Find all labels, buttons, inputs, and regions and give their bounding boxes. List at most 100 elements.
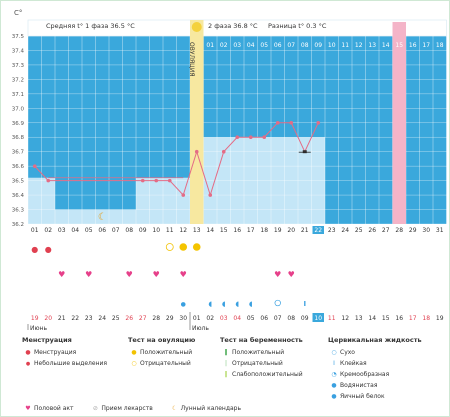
top-day-label: 08 (301, 42, 309, 49)
cycle-day-label: 02 (44, 227, 52, 234)
legend-ovtest-title: Тест на овуляцию (128, 336, 196, 344)
top-day-label: 02 (220, 42, 228, 49)
pink-column-top (392, 22, 406, 36)
top-day-label: 13 (368, 42, 376, 49)
cycle-day-label: 30 (422, 227, 430, 234)
temperature-line (34, 122, 319, 197)
intercourse-marker: ♥ (288, 270, 295, 279)
cycle-day-label: 13 (193, 227, 201, 234)
phase1-fill-cell (68, 209, 82, 224)
cycle-day-label: 05 (85, 227, 93, 234)
date-label: 28 (152, 315, 160, 322)
temperature-point (154, 178, 159, 183)
top-day-label: 06 (274, 42, 282, 49)
date-label: 10 (314, 315, 322, 322)
moon-marker: ☾ (98, 212, 107, 223)
legend-cervical-title: Цервикальная жидкость (328, 336, 422, 344)
phase1-fill-cell (55, 209, 69, 224)
y-tick-label: 37.5 (12, 34, 25, 40)
date-row: 19 20 21 22 23 24 25 26 27 28 29 30 01 02 03 04 05 06 07 08… (27, 312, 444, 332)
legend-menstruation-title: Менструация (22, 336, 72, 344)
water-marker: ● (181, 301, 186, 308)
y-tick-label: 37.1 (12, 92, 24, 98)
temperature-point (181, 193, 186, 197)
ovulation-label: ОВУЛЯЦИЯ (188, 42, 195, 77)
phase1-fill-cell (122, 209, 136, 224)
date-label: 19 (31, 315, 39, 322)
phase1-fill-cell (82, 209, 96, 224)
phase1-fill-cell (149, 177, 163, 224)
temperature-point (32, 164, 37, 168)
phase1-fill-cell (41, 177, 55, 224)
top-day-label: 11 (341, 42, 349, 49)
pregtest-negative-icon: | (224, 360, 228, 367)
ovulation-band: ОВУЛЯЦИЯ (188, 42, 195, 77)
date-label: 23 (85, 315, 93, 322)
highlight-date-box (312, 313, 324, 322)
date-label: 30 (179, 315, 187, 322)
top-day-label: 12 (355, 42, 363, 49)
temperature-point (302, 150, 307, 154)
pregtest-weak-icon: ‖ (224, 371, 228, 378)
cycle-day-label: 31 (436, 227, 444, 234)
cycle-day-label: 29 (409, 227, 417, 234)
top-day-label: 14 (382, 42, 390, 49)
legend-medication: Прием лекарств (101, 405, 153, 412)
dry-marker (274, 299, 281, 307)
highlight-day-box (312, 226, 324, 234)
phase1-fill-cell (136, 177, 150, 224)
date-label: 20 (44, 315, 52, 322)
legend-pregtest-positive: Положительный (232, 349, 285, 356)
date-label: 09 (301, 315, 309, 322)
phase1-fill-cell (95, 209, 109, 224)
date-label: 27 (139, 315, 147, 322)
intercourse-marker: ♥ (274, 270, 281, 279)
drop-red-icon: ● (25, 349, 31, 356)
pregtest-positive-icon: ‖ (224, 349, 228, 356)
top-day-label: 17 (422, 42, 430, 49)
sticky-marker: I (303, 300, 306, 308)
y-tick-label: 36.8 (12, 135, 25, 141)
date-label: 12 (341, 315, 349, 322)
date-label: 25 (112, 315, 120, 322)
temperature-point (235, 135, 240, 140)
cycle-day-label: 26 (368, 227, 376, 234)
pink-column (392, 36, 406, 224)
date-label: 01 (193, 315, 201, 322)
top-day-label: 03 (233, 42, 241, 49)
ovulation-sun-icon (191, 22, 202, 32)
top-day-labels: 01 02 03 04 05 06 07 08 09 10 11 12 13 14 15 16 17 18 (206, 42, 443, 49)
temperature-point (275, 120, 280, 125)
temperature-point (167, 178, 172, 183)
phase1-fill-cell (28, 177, 42, 224)
cycle-day-label: 17 (247, 227, 255, 234)
date-label: 06 (260, 315, 268, 322)
legend-pregtest-weak: Слабоположительный (232, 371, 303, 378)
y-unit-label: C° (14, 9, 22, 17)
cycle-day-label: 19 (274, 227, 282, 234)
legend-spotting-item: Небольшие выделения (34, 360, 108, 367)
top-day-label: 10 (328, 42, 336, 49)
cycle-day-label: 12 (179, 227, 187, 234)
legend-ovtest-positive: Положительный (140, 349, 193, 356)
temperature-point (289, 120, 294, 125)
y-tick-label: 36.6 (12, 164, 25, 170)
legend-pregnancy-test: Тест на беременность ‖ Положительный | Отр… (220, 336, 303, 380)
cycle-day-label: 11 (166, 227, 174, 234)
legend-cervical-sticky: Клейкая (340, 360, 367, 367)
plot-background (27, 19, 447, 225)
cycle-day-label: 08 (125, 227, 133, 234)
cycle-day-label: 18 (260, 227, 268, 234)
month-label: Июль (192, 325, 209, 332)
pill-icon: ⊘ (92, 405, 98, 412)
cycle-day-label: 04 (71, 227, 79, 234)
top-day-label: 16 (409, 42, 417, 49)
creamy-marker: ◖ (208, 300, 212, 308)
legend-cervical-creamy: Кремообразная (340, 371, 390, 378)
cycle-day-label: 21 (301, 227, 309, 234)
cycle-day-label: 07 (112, 227, 120, 234)
legend-bottom: ♥ Половой акт ⊘ Прием лекарств ☾ Лунный кал… (22, 403, 241, 414)
cycle-day-label: 28 (395, 227, 403, 234)
legend-pregtest-negative: Отрицательный (232, 360, 283, 367)
y-tick-label: 37.0 (12, 106, 25, 112)
